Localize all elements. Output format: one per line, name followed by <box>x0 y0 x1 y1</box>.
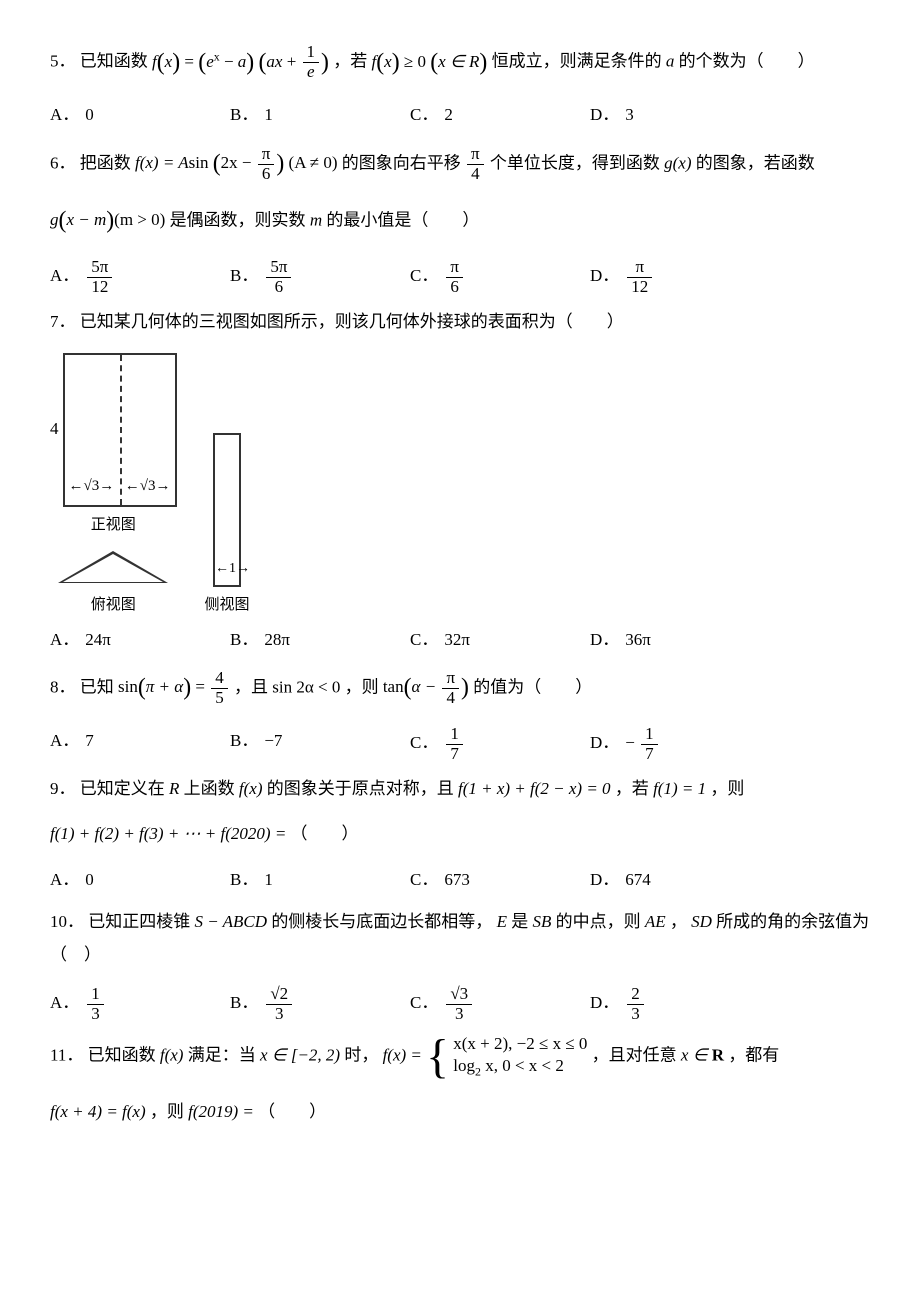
options-8: A．7 B．−7 C．17 D．− 17 <box>50 725 870 763</box>
question-6: 6． 把函数 f(x) = Asin (2x − π6) (A ≠ 0) 的图象… <box>50 142 870 244</box>
option-d: D．36π <box>590 624 770 656</box>
option-b: B．√23 <box>230 985 410 1023</box>
option-d: D．23 <box>590 985 770 1023</box>
options-7: A．24π B．28π C．32π D．36π <box>50 624 870 656</box>
option-a: A．0 <box>50 864 230 896</box>
option-b: B．28π <box>230 624 410 656</box>
options-5: A．0 B．1 C．2 D．3 <box>50 99 870 131</box>
figure-three-views: 4 ←√3→ ←√3→ 正视图 俯视图 ←1→ 侧视图 <box>50 353 870 620</box>
top-view-caption: 俯视图 <box>91 591 136 620</box>
option-b: B．−7 <box>230 725 410 763</box>
option-c: C．17 <box>410 725 590 763</box>
front-view: ←√3→ ←√3→ <box>63 353 177 507</box>
brace-icon: { <box>426 1038 449 1076</box>
option-c: C．673 <box>410 864 590 896</box>
option-c: C．32π <box>410 624 590 656</box>
option-d: D．− 17 <box>590 725 770 763</box>
option-b: B．1 <box>230 99 410 131</box>
option-d: D．π12 <box>590 258 770 296</box>
question-9: 9． 已知定义在 R 上函数 f(x) 的图象关于原点对称，且 f(1 + x)… <box>50 773 870 850</box>
option-a: A．7 <box>50 725 230 763</box>
question-10: 10． 已知正四棱锥 S − ABCD 的侧棱长与底面边长都相等， E 是 SB… <box>50 906 870 971</box>
option-c: C．2 <box>410 99 590 131</box>
stem-text: 恒成立，则满足条件的 <box>492 52 666 71</box>
option-c: C．π6 <box>410 258 590 296</box>
side-view: ←1→ <box>213 433 241 587</box>
question-7: 7． 已知某几何体的三视图如图所示，则该几何体外接球的表面积为（ ） <box>50 306 870 338</box>
side-view-caption: 侧视图 <box>205 591 250 620</box>
option-a: A．13 <box>50 985 230 1023</box>
option-b: B．1 <box>230 864 410 896</box>
option-b: B．5π6 <box>230 258 410 296</box>
option-d: D．674 <box>590 864 770 896</box>
option-d: D．3 <box>590 99 770 131</box>
option-a: A．0 <box>50 99 230 131</box>
question-number: 5． <box>50 52 76 71</box>
options-10: A．13 B．√23 C．√33 D．23 <box>50 985 870 1023</box>
options-6: A．5π12 B．5π6 C．π6 D．π12 <box>50 258 870 296</box>
question-5: 5． 已知函数 f(x) = (ex − a) (ax + 1e) ，若 f(x… <box>50 40 870 85</box>
options-9: A．0 B．1 C．673 D．674 <box>50 864 870 896</box>
stem-text: ，若 <box>333 52 371 71</box>
question-8: 8． 已知 sin(π + α) = 45 ，且 sin 2α < 0 ，则 t… <box>50 666 870 711</box>
height-label: 4 <box>50 413 63 445</box>
option-a: A．24π <box>50 624 230 656</box>
option-c: C．√33 <box>410 985 590 1023</box>
stem-text: 的个数为（ ） <box>679 52 815 71</box>
stem-text: 已知函数 <box>80 52 152 71</box>
option-a: A．5π12 <box>50 258 230 296</box>
question-11: 11． 已知函数 f(x) 满足：当 x ∈ [−2, 2) 时， f(x) =… <box>50 1033 870 1128</box>
front-view-caption: 正视图 <box>91 511 136 540</box>
